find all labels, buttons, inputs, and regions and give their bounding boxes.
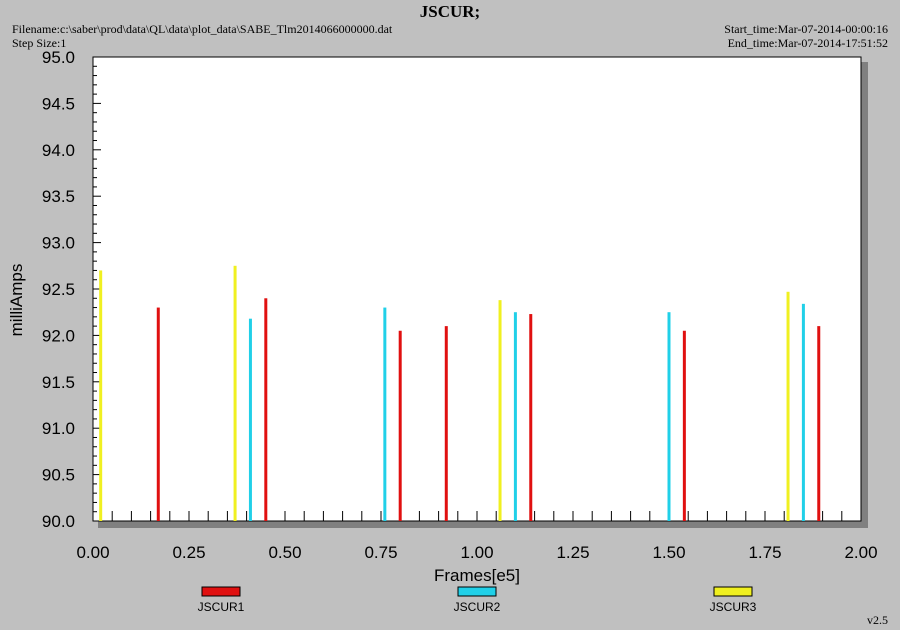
bar-jscur2 xyxy=(667,312,671,521)
bar-jscur3 xyxy=(786,291,790,521)
legend-swatch-jscur2 xyxy=(457,586,497,597)
bar-jscur1 xyxy=(444,326,448,521)
y-tick-label: 90.0 xyxy=(42,512,75,531)
bar-jscur2 xyxy=(801,303,805,521)
bar-jscur3 xyxy=(99,270,103,521)
bar-jscur3 xyxy=(498,300,502,521)
time-info: Start_time:Mar-07-2014-00:00:16 End_time… xyxy=(724,22,888,50)
bar-jscur1 xyxy=(398,330,402,521)
x-tick-label: 0.75 xyxy=(364,543,397,562)
step-size-text: Step Size:1 xyxy=(12,36,67,50)
legend-swatch-jscur1 xyxy=(201,586,241,597)
legend: JSCUR1 JSCUR2 JSCUR3 xyxy=(198,586,757,614)
y-axis: 90.0 90.5 91.0 91.5 92.0 92.5 93.0 93.5 94.0 94.5… xyxy=(42,48,101,531)
start-time-text: Start_time:Mar-07-2014-00:00:16 xyxy=(724,22,888,36)
bar-jscur2 xyxy=(383,307,387,521)
legend-swatch-jscur3 xyxy=(713,586,753,597)
y-tick-label: 93.0 xyxy=(42,234,75,253)
y-tick-label: 94.0 xyxy=(42,141,75,160)
legend-label-jscur1: JSCUR1 xyxy=(198,600,245,614)
y-tick-label: 92.0 xyxy=(42,326,75,345)
x-axis: 0.00 0.25 0.50 0.75 1.00 1.25 1.50 1.75 2.00 xyxy=(76,511,878,562)
y-tick-label: 90.5 xyxy=(42,466,75,485)
filename-text: Filename:c:\saber\prod\data\QL\data\plot… xyxy=(12,22,393,36)
y-tick-label: 91.0 xyxy=(42,419,75,438)
bar-jscur1 xyxy=(264,298,268,521)
x-tick-label: 1.00 xyxy=(460,543,493,562)
x-tick-label: 0.50 xyxy=(268,543,301,562)
bar-jscur1 xyxy=(817,326,821,521)
end-time-text: End_time:Mar-07-2014-17:51:52 xyxy=(727,36,888,50)
bar-jscur1 xyxy=(682,330,686,521)
y-tick-label: 94.5 xyxy=(42,94,75,113)
file-info: Filename:c:\saber\prod\data\QL\data\plot… xyxy=(12,22,392,50)
bar-jscur2 xyxy=(248,318,252,521)
x-tick-label: 1.50 xyxy=(652,543,685,562)
x-tick-label: 1.75 xyxy=(748,543,781,562)
x-tick-label: 1.25 xyxy=(556,543,589,562)
bar-jscur1 xyxy=(529,314,533,521)
x-tick-label: 0.25 xyxy=(172,543,205,562)
legend-label-jscur3: JSCUR3 xyxy=(710,600,757,614)
x-axis-label: Frames[e5] xyxy=(434,566,520,585)
bar-jscur3 xyxy=(233,265,237,521)
y-tick-label: 95.0 xyxy=(42,48,75,67)
chart-title: JSCUR; xyxy=(419,2,481,21)
bar-jscur1 xyxy=(156,307,160,521)
x-tick-label: 0.00 xyxy=(76,543,109,562)
legend-label-jscur2: JSCUR2 xyxy=(454,600,501,614)
x-tick-label: 2.00 xyxy=(844,543,877,562)
y-axis-label: milliAmps xyxy=(7,264,26,337)
bar-jscur2 xyxy=(513,312,517,521)
data-bars xyxy=(99,265,821,521)
y-tick-label: 91.5 xyxy=(42,373,75,392)
version-label: v2.5 xyxy=(867,613,888,627)
plot-area xyxy=(92,56,862,522)
y-tick-label: 93.5 xyxy=(42,187,75,206)
y-tick-label: 92.5 xyxy=(42,280,75,299)
